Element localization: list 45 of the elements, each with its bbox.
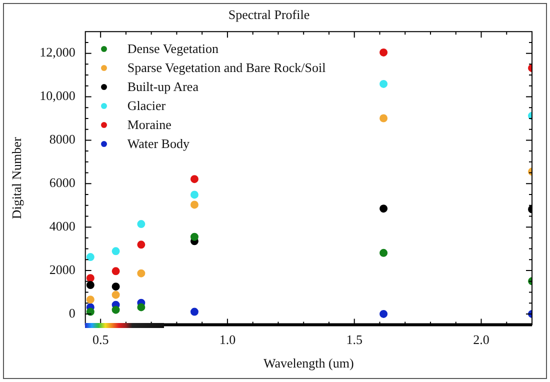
y-tick-label: 6000 <box>49 175 76 190</box>
legend-label: Glacier <box>127 98 166 114</box>
point <box>86 274 94 282</box>
point <box>190 232 198 241</box>
point <box>86 253 94 262</box>
x-tick-label: 1.0 <box>219 332 236 348</box>
y-axis-title: Digital Number <box>9 136 24 220</box>
y-tick-label: 12,000 <box>40 44 76 60</box>
y-tick-label: 8000 <box>49 132 76 147</box>
legend-label: Sparse Vegetation and Bare Rock/Soil <box>127 60 326 76</box>
point <box>86 296 94 304</box>
point <box>190 175 198 184</box>
point <box>112 290 120 299</box>
point <box>380 310 388 318</box>
point <box>86 281 94 290</box>
point <box>112 267 120 276</box>
legend-label: Water Body <box>127 136 190 152</box>
legend-label: Dense Vegetation <box>127 41 218 58</box>
y-tick-label: 2000 <box>49 262 76 277</box>
x-tick-label: 1.5 <box>346 332 362 348</box>
point <box>137 303 146 312</box>
legend-label: Built-up Area <box>127 79 198 96</box>
point <box>380 48 388 56</box>
point <box>137 269 146 278</box>
point <box>380 114 388 122</box>
x-axis-title: Wavelength (um) <box>264 356 354 371</box>
point <box>112 247 120 256</box>
point <box>190 308 198 316</box>
legend-label: Moraine <box>127 117 172 134</box>
point <box>380 204 388 213</box>
point <box>137 240 146 249</box>
point <box>137 220 146 228</box>
x-tick-label: 0.5 <box>92 332 109 348</box>
chart-title: Spectral Profile <box>228 7 310 22</box>
point <box>112 306 120 314</box>
point <box>112 282 120 291</box>
point <box>380 248 388 257</box>
y-tick-label: 4000 <box>49 218 76 234</box>
point <box>380 80 388 88</box>
point <box>190 190 198 199</box>
point <box>190 200 198 209</box>
point <box>86 308 94 316</box>
y-tick-label: 0 <box>68 305 76 320</box>
x-tick-label: 2.0 <box>473 332 490 348</box>
y-tick-label: 10,000 <box>40 88 76 104</box>
